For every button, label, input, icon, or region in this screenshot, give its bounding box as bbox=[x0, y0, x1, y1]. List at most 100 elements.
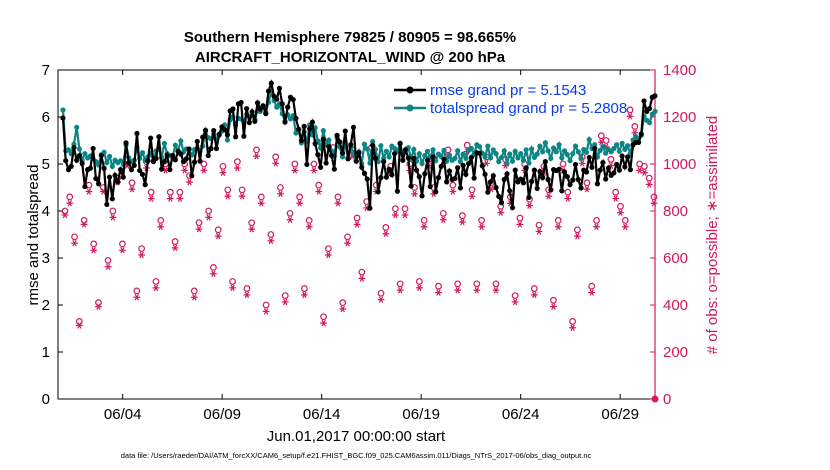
rmse-point bbox=[548, 187, 554, 193]
rmse-point bbox=[452, 175, 458, 182]
rmse-point bbox=[534, 185, 540, 192]
rmse-point bbox=[605, 165, 612, 171]
possible-obs-point bbox=[631, 122, 639, 130]
rmse-point bbox=[570, 177, 576, 183]
assimilated-obs-point bbox=[66, 200, 74, 207]
possible-obs-point bbox=[315, 181, 323, 189]
totalspread-point bbox=[224, 137, 231, 143]
rmse-point bbox=[161, 159, 167, 165]
possible-obs-point bbox=[296, 193, 304, 201]
rmse-point bbox=[455, 165, 461, 171]
totalspread-point bbox=[624, 143, 631, 149]
possible-obs-point bbox=[233, 158, 241, 166]
rmse-point bbox=[87, 165, 93, 171]
rmse-point bbox=[331, 166, 337, 172]
rmse-point bbox=[416, 174, 422, 180]
rmse-point bbox=[383, 174, 389, 180]
possible-obs-point bbox=[377, 289, 385, 297]
assimilated-obs-point bbox=[535, 228, 543, 235]
totalspread-point bbox=[523, 147, 529, 153]
totalspread-point bbox=[518, 151, 524, 157]
rmse-point bbox=[422, 171, 428, 177]
rmse-point bbox=[564, 174, 570, 180]
assimilated-obs-point bbox=[233, 164, 241, 172]
assimilated-obs-point bbox=[583, 185, 591, 193]
rmse-point bbox=[115, 179, 121, 185]
totalspread-point bbox=[504, 160, 510, 167]
rmse-point bbox=[419, 193, 425, 199]
rmse-point bbox=[315, 152, 321, 158]
rmse-point bbox=[318, 164, 324, 170]
x-tick-label: 06/09 bbox=[203, 406, 241, 423]
rmse-point bbox=[323, 160, 329, 166]
rmse-point bbox=[334, 132, 340, 138]
rmse-point bbox=[164, 152, 170, 158]
possible-obs-point bbox=[200, 160, 208, 168]
rmse-point bbox=[233, 134, 239, 140]
rmse-point bbox=[320, 136, 326, 142]
rmse-point bbox=[328, 152, 335, 159]
assimilated-obs-point bbox=[286, 216, 294, 223]
rmse-point bbox=[433, 189, 439, 195]
possible-obs-point bbox=[128, 179, 136, 187]
assimilated-obs-point bbox=[253, 153, 260, 160]
possible-obs-point bbox=[593, 216, 600, 224]
possible-obs-point bbox=[277, 184, 284, 191]
y-left-tick-label: 0 bbox=[42, 391, 50, 408]
rmse-point bbox=[635, 139, 642, 145]
totalspread-point bbox=[540, 149, 546, 155]
rmse-point bbox=[353, 158, 359, 164]
totalspread-point bbox=[575, 149, 581, 155]
x-tick-label: 06/24 bbox=[502, 406, 540, 423]
possible-obs-point bbox=[597, 132, 605, 140]
possible-obs-point bbox=[138, 245, 145, 253]
totalspread-point bbox=[564, 152, 570, 158]
rmse-point bbox=[405, 155, 411, 161]
assimilated-obs-point bbox=[310, 167, 318, 174]
totalspread-point bbox=[416, 151, 422, 157]
totalspread-point bbox=[468, 145, 474, 152]
totalspread-point bbox=[542, 140, 548, 146]
rmse-point bbox=[589, 164, 595, 170]
assimilated-obs-point bbox=[138, 251, 145, 259]
legend-spread-marker bbox=[406, 104, 414, 112]
assimilated-obs-point bbox=[315, 188, 323, 195]
rmse-point bbox=[285, 104, 291, 110]
rmse-point bbox=[619, 153, 625, 159]
rmse-point bbox=[216, 131, 222, 137]
rmse-point bbox=[142, 182, 148, 188]
y-axis-right-label: # of obs: o=possible; ∗=assimilated bbox=[704, 116, 721, 355]
totalspread-point bbox=[361, 141, 368, 147]
rmse-point bbox=[304, 161, 310, 168]
rmse-point bbox=[71, 144, 77, 151]
possible-obs-point bbox=[133, 287, 141, 295]
possible-obs-point bbox=[152, 278, 160, 285]
totalspread-point bbox=[65, 147, 72, 153]
x-axis: 06/04 06/09 06/14 06/19 06/24 06/29 bbox=[104, 70, 639, 423]
rmse-point bbox=[498, 199, 505, 206]
rmse-point bbox=[520, 180, 527, 186]
rmse-point bbox=[624, 154, 631, 160]
assimilated-obs-point bbox=[214, 232, 222, 240]
rmse-point bbox=[372, 155, 379, 161]
rmse-point bbox=[435, 175, 442, 181]
possible-obs-point bbox=[573, 226, 581, 234]
x-tick-label: 06/04 bbox=[104, 406, 142, 423]
rmse-point bbox=[337, 139, 343, 145]
totalspread-point bbox=[82, 151, 88, 157]
assimilated-obs-point bbox=[224, 192, 232, 200]
rmse-point bbox=[276, 85, 283, 91]
rmse-point bbox=[540, 175, 546, 181]
y-right-tick-label: 400 bbox=[663, 297, 688, 314]
possible-obs-point bbox=[651, 395, 659, 403]
rmse-point bbox=[389, 172, 395, 178]
possible-obs-point bbox=[66, 193, 74, 201]
rmse-point bbox=[238, 99, 244, 106]
rmse-point bbox=[342, 128, 348, 134]
totalspread-point bbox=[572, 143, 579, 149]
totalspread-point bbox=[455, 148, 461, 154]
possible-obs-point bbox=[492, 280, 500, 288]
rmse-point bbox=[106, 174, 113, 180]
assimilated-obs-point bbox=[243, 291, 251, 299]
rmse-point bbox=[211, 128, 217, 134]
